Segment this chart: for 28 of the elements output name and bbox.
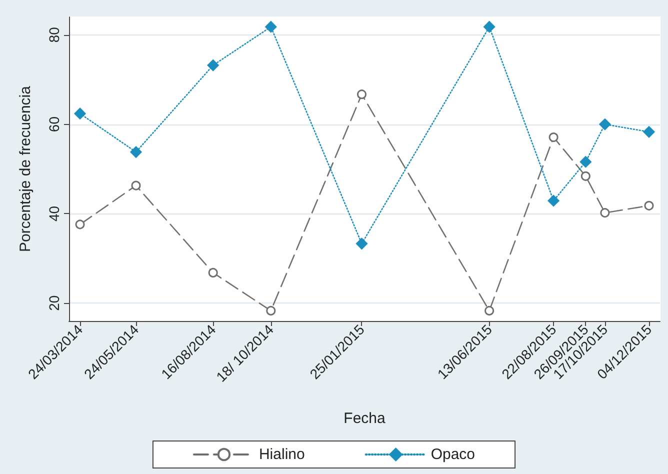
point bbox=[484, 21, 496, 33]
point bbox=[484, 306, 494, 316]
y-tick-label: 80 bbox=[46, 26, 62, 43]
point bbox=[265, 21, 277, 33]
point bbox=[599, 118, 611, 130]
legend-label: Hialino bbox=[258, 446, 305, 463]
y-tick-label: 40 bbox=[46, 206, 62, 222]
y-tick-label: 60 bbox=[46, 116, 62, 132]
point bbox=[130, 146, 142, 158]
point bbox=[207, 60, 219, 72]
point bbox=[208, 268, 218, 278]
y-tick-label: 20 bbox=[46, 295, 62, 311]
point bbox=[357, 90, 366, 100]
point bbox=[548, 132, 558, 142]
point bbox=[74, 108, 86, 120]
point bbox=[580, 156, 592, 168]
y-axis-title: Porcentaje de frecuencia bbox=[17, 85, 34, 252]
legend-label: Opaco bbox=[430, 446, 476, 463]
point bbox=[266, 306, 276, 316]
point bbox=[131, 180, 141, 190]
point bbox=[356, 238, 368, 250]
point bbox=[643, 126, 655, 138]
point bbox=[600, 208, 610, 218]
point bbox=[548, 194, 560, 206]
x-axis-title: Fecha bbox=[344, 410, 386, 427]
point bbox=[644, 200, 654, 210]
point bbox=[580, 171, 590, 181]
point bbox=[75, 220, 85, 230]
